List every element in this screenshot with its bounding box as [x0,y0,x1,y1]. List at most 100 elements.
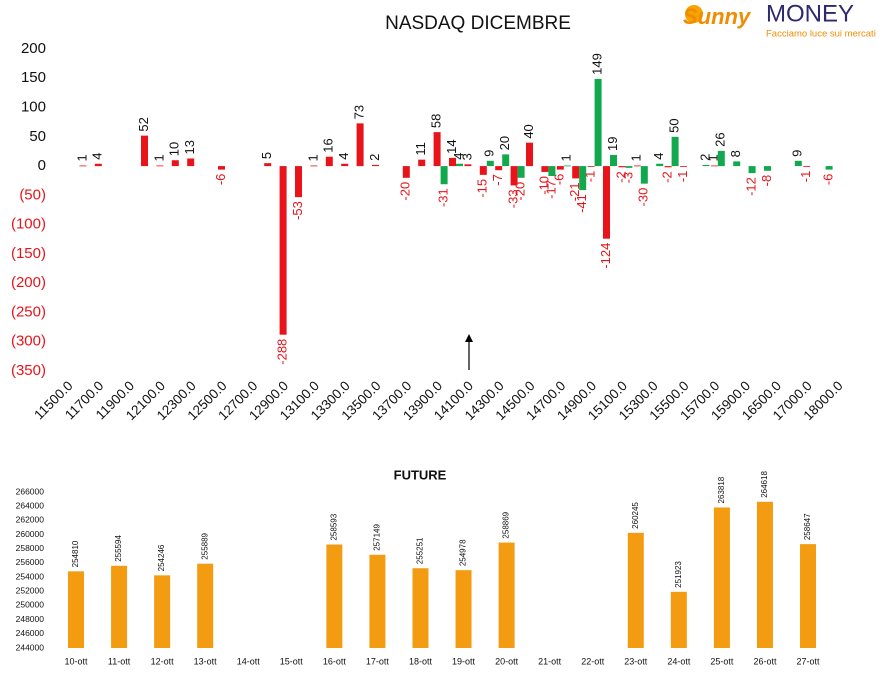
bar [79,165,87,167]
bar [625,166,633,168]
x-tick-label: 25-ott [710,656,734,666]
bar [171,160,179,167]
value-label: 258869 [502,511,511,538]
bar [310,165,318,167]
x-tick-label: 27-ott [797,656,821,666]
bar [717,150,725,167]
bar [556,166,564,170]
bar [412,568,429,648]
bar [618,166,626,168]
value-label: -6 [821,174,836,186]
y-tick-label: 264000 [16,500,45,510]
value-label: 258647 [803,513,812,540]
y-tick-label: 256000 [16,557,45,567]
bar [68,571,84,648]
bar [664,166,672,168]
y-tick-label: 246000 [16,628,45,638]
value-label: -6 [213,174,228,186]
bar [440,166,448,185]
value-label: -2 [613,171,628,183]
value-label: 254246 [157,544,166,571]
logo-brand: Sunny [683,4,752,29]
value-label: 40 [521,124,536,138]
logo-name: MONEY [766,0,854,27]
bar [610,154,617,167]
y-tick-label: (50) [19,186,46,203]
bar [369,554,386,648]
value-label: 149 [590,53,605,75]
y-tick-label: 100 [21,99,46,116]
x-tick-label: 26-ott [753,656,777,666]
value-label: -20 [513,182,528,201]
x-tick-label: 18-ott [409,656,433,666]
value-label: -20 [398,182,413,201]
y-tick-label: 260000 [16,529,45,539]
value-label: -1 [675,171,690,183]
value-label: 254810 [71,540,80,567]
bar [372,164,379,167]
value-label: 1 [151,154,166,161]
annotation-arrowhead [465,334,473,342]
value-label: 1 [629,154,644,161]
value-label: 14 [444,139,459,153]
value-label: 260245 [631,502,640,529]
x-tick-label: 14-ott [237,656,261,666]
bar [341,163,349,167]
bar [141,135,148,167]
bar [356,123,364,167]
value-label: -7 [490,174,505,186]
value-label: -288 [275,339,290,365]
value-label: -15 [475,179,490,198]
x-tick-label: 12-ott [151,656,175,666]
value-label: 50 [667,118,682,132]
bar [526,142,533,167]
bar [111,565,128,648]
value-label: 255251 [416,537,425,564]
bar [713,507,730,648]
value-label: 8 [728,150,743,157]
bar [670,591,687,648]
value-label: -2 [660,171,675,183]
bar [449,157,456,167]
logo-tagline: Facciamo luce sui mercati [766,29,876,40]
y-tick-label: 0 [38,157,46,174]
value-label: 1 [559,154,574,161]
logo-sun [685,5,703,23]
bar [748,166,756,174]
value-label: 9 [790,150,805,157]
value-label: 255594 [114,535,123,562]
y-tick-label: (200) [11,274,46,291]
value-label: 2 [697,154,712,161]
bar [548,166,556,177]
bar [418,159,426,167]
bar [433,132,441,167]
value-label: -17 [543,180,558,199]
bar [456,163,463,167]
bar [486,160,494,167]
bar [825,166,833,170]
value-label: -30 [636,188,651,207]
bar [671,136,679,167]
bar [800,544,817,648]
chart-title: FUTURE [394,467,447,482]
bar [464,164,472,167]
value-label: 73 [352,105,367,119]
x-tick-label: 21-ott [538,656,562,666]
value-label: 26 [713,132,728,146]
bar [640,166,648,184]
y-tick-label: 244000 [16,642,45,652]
y-tick-label: 262000 [16,515,45,525]
value-label: 254978 [459,539,468,566]
chart-title: NASDAQ DICEMBRE [385,13,571,34]
bar [502,154,510,167]
bar [803,166,811,167]
x-tick-label: 23-ott [624,656,648,666]
value-label: 255889 [200,532,209,559]
bar [563,165,571,167]
bar [680,166,687,167]
bar [572,166,580,179]
bar [733,161,741,167]
value-label: -6 [552,174,567,186]
value-label: -10 [536,176,551,195]
value-label: 13 [182,140,197,154]
